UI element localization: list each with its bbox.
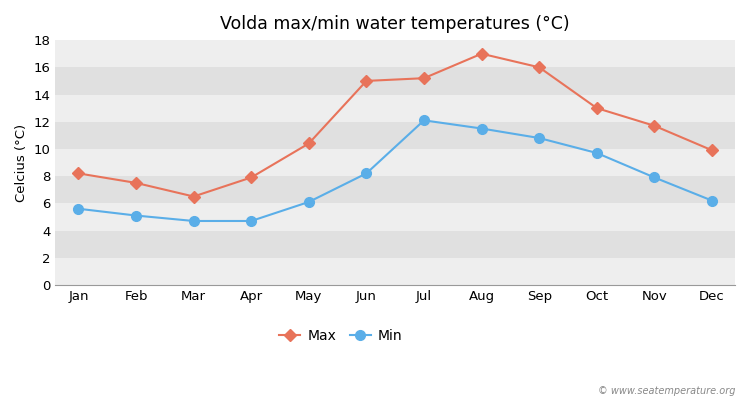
Max xyxy=(477,51,486,56)
Max xyxy=(304,141,313,146)
Bar xyxy=(56,149,735,176)
Bar xyxy=(56,67,735,94)
Max xyxy=(74,171,83,176)
Max xyxy=(592,106,602,110)
Min xyxy=(650,175,658,180)
Min xyxy=(535,136,544,140)
Legend: Max, Min: Max, Min xyxy=(274,324,408,349)
Max xyxy=(707,148,716,153)
Min xyxy=(419,118,428,123)
Bar xyxy=(56,94,735,122)
Min xyxy=(74,206,83,211)
Max xyxy=(362,78,371,83)
Min xyxy=(304,200,313,204)
Line: Min: Min xyxy=(74,116,717,226)
Max xyxy=(535,65,544,70)
Min xyxy=(592,150,602,155)
Bar xyxy=(56,176,735,203)
Text: © www.seatemperature.org: © www.seatemperature.org xyxy=(598,386,735,396)
Title: Volda max/min water temperatures (°C): Volda max/min water temperatures (°C) xyxy=(220,15,570,33)
Max xyxy=(650,123,658,128)
Bar xyxy=(56,258,735,285)
Max xyxy=(247,175,256,180)
Line: Max: Max xyxy=(74,50,716,201)
Min xyxy=(362,171,371,176)
Min xyxy=(189,218,198,223)
Min xyxy=(477,126,486,131)
Min xyxy=(247,218,256,223)
Bar xyxy=(56,122,735,149)
Max xyxy=(189,194,198,199)
Max xyxy=(131,180,140,185)
Bar xyxy=(56,40,735,67)
Bar xyxy=(56,203,735,230)
Bar xyxy=(56,230,735,258)
Min xyxy=(707,198,716,203)
Y-axis label: Celcius (°C): Celcius (°C) xyxy=(15,124,28,202)
Min xyxy=(131,213,140,218)
Max xyxy=(419,76,428,80)
